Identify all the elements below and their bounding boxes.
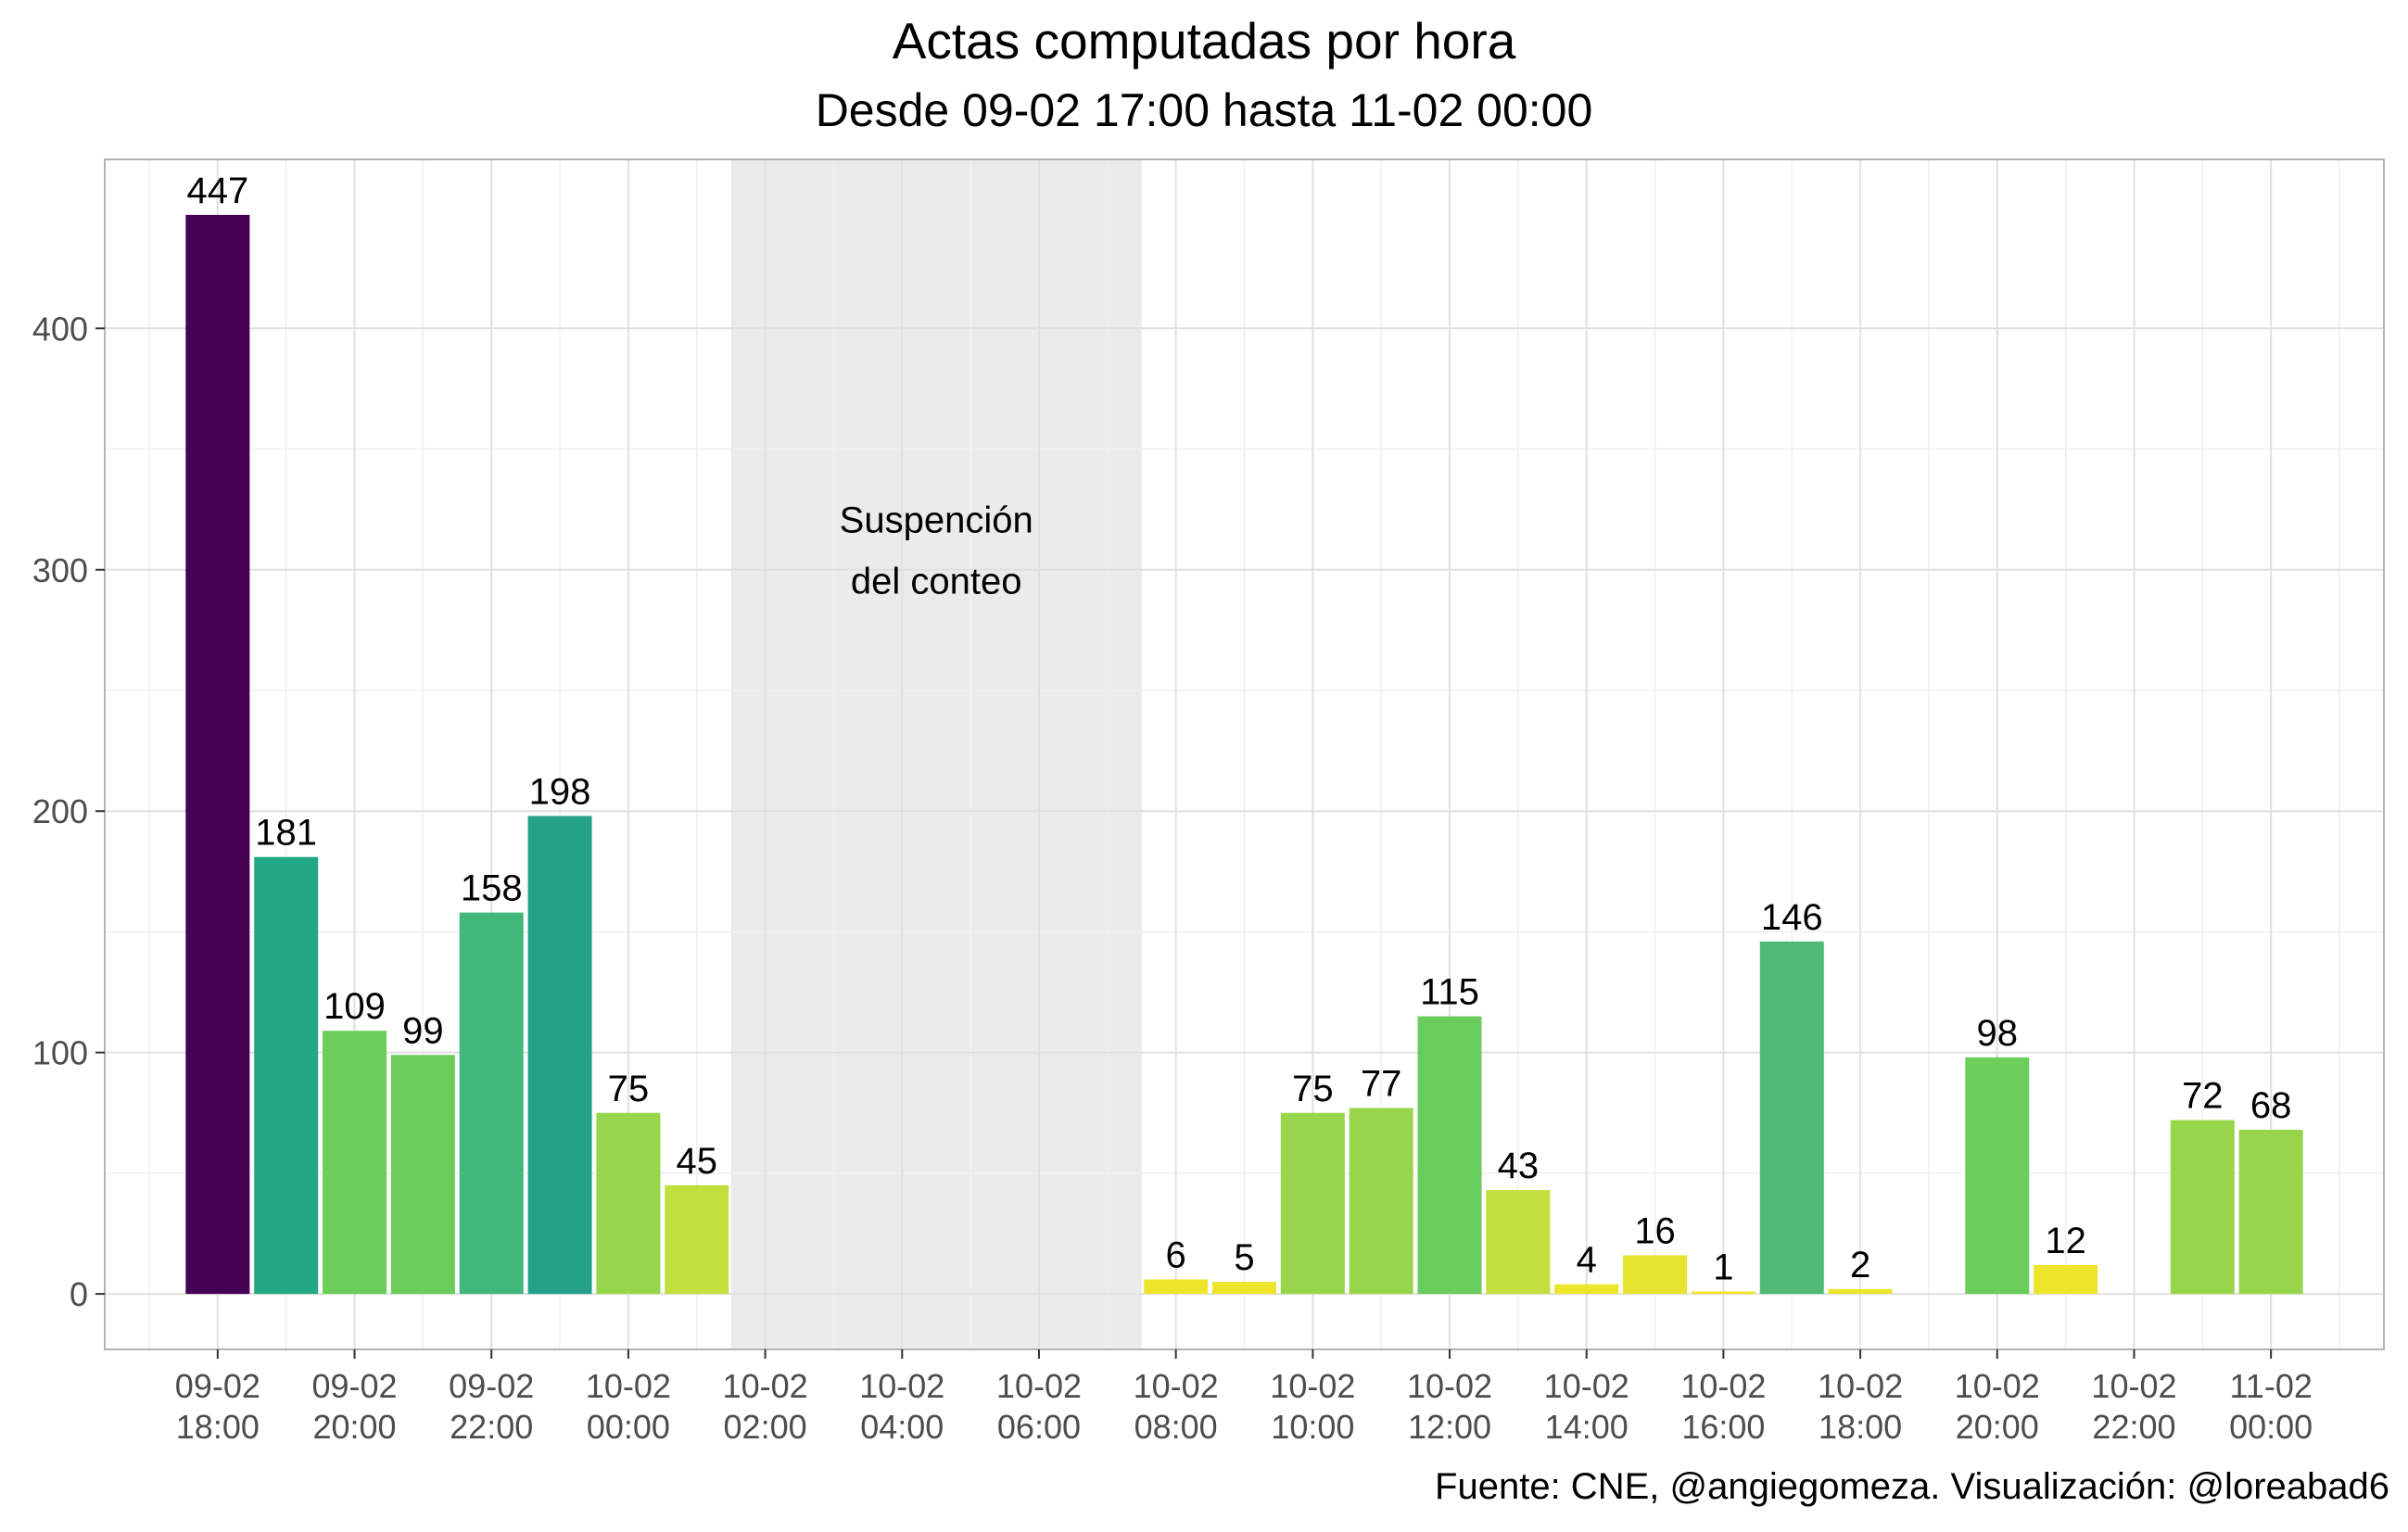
bar-value-label: 99 bbox=[402, 1010, 444, 1051]
bar bbox=[596, 1112, 661, 1295]
bar bbox=[1828, 1288, 1893, 1295]
bar bbox=[1623, 1255, 1688, 1295]
bar bbox=[1554, 1284, 1619, 1295]
bar-value-label: 109 bbox=[323, 986, 386, 1027]
bar bbox=[254, 856, 319, 1295]
chart-caption: Fuente: CNE, @angiegomeza. Visualización… bbox=[1435, 1466, 2389, 1507]
bar-value-label: 68 bbox=[2250, 1085, 2292, 1126]
y-tick-label: 100 bbox=[32, 1034, 88, 1072]
bar bbox=[323, 1031, 387, 1295]
bar-value-label: 115 bbox=[1420, 972, 1479, 1013]
x-tick-label: 10-02 22:00 bbox=[2091, 1367, 2176, 1446]
bar-value-label: 98 bbox=[1977, 1013, 2019, 1054]
x-tick-label: 10-02 06:00 bbox=[996, 1367, 1082, 1446]
bar-value-label: 198 bbox=[529, 771, 591, 812]
bar bbox=[2170, 1120, 2235, 1295]
bar-value-label: 12 bbox=[2045, 1221, 2086, 1261]
x-tick-label: 10-02 14:00 bbox=[1544, 1367, 1629, 1446]
x-tick-label: 10-02 12:00 bbox=[1407, 1367, 1492, 1446]
panel-border bbox=[104, 158, 2385, 1350]
x-tick-label: 09-02 20:00 bbox=[311, 1367, 397, 1446]
bar-value-label: 72 bbox=[2182, 1076, 2224, 1117]
bar bbox=[459, 912, 524, 1295]
bar-value-label: 2 bbox=[1850, 1245, 1870, 1285]
bar-value-label: 45 bbox=[676, 1141, 717, 1182]
chart-title: Actas computadas por hora bbox=[892, 12, 1516, 70]
bar-value-label: 1 bbox=[1713, 1247, 1733, 1287]
bar bbox=[1212, 1282, 1276, 1295]
bar-value-label: 77 bbox=[1361, 1064, 1402, 1105]
bar-value-label: 75 bbox=[1292, 1069, 1334, 1109]
bar bbox=[1280, 1112, 1345, 1295]
bar bbox=[1144, 1279, 1209, 1295]
x-tick-label: 10-02 02:00 bbox=[723, 1367, 808, 1446]
x-tick-label: 10-02 10:00 bbox=[1270, 1367, 1355, 1446]
x-tick-label: 11-02 00:00 bbox=[2229, 1367, 2313, 1446]
chart-subtitle: Desde 09-02 17:00 hasta 11-02 00:00 bbox=[815, 84, 1593, 136]
bar-value-label: 4 bbox=[1577, 1240, 1597, 1281]
bar bbox=[1417, 1016, 1482, 1295]
bar bbox=[1759, 941, 1824, 1295]
x-tick-label: 10-02 00:00 bbox=[586, 1367, 671, 1446]
bar-value-label: 158 bbox=[461, 868, 523, 909]
bar bbox=[185, 214, 250, 1295]
suspension-label-line2: del conteo bbox=[851, 562, 1022, 602]
bar-value-label: 75 bbox=[608, 1069, 650, 1109]
bar bbox=[2034, 1264, 2098, 1295]
bar bbox=[2238, 1129, 2303, 1295]
y-tick-label: 400 bbox=[32, 310, 88, 348]
bar bbox=[665, 1184, 729, 1295]
bar bbox=[1349, 1108, 1413, 1295]
y-tick-label: 0 bbox=[70, 1275, 88, 1313]
x-tick-label: 10-02 20:00 bbox=[1955, 1367, 2040, 1446]
bar-value-label: 6 bbox=[1166, 1234, 1186, 1275]
x-tick-label: 10-02 04:00 bbox=[859, 1367, 944, 1446]
x-tick-label: 10-02 16:00 bbox=[1680, 1367, 1766, 1446]
suspension-label-line1: Suspención bbox=[840, 500, 1033, 541]
bar bbox=[1486, 1190, 1551, 1295]
x-tick-label: 09-02 22:00 bbox=[449, 1367, 534, 1446]
bar-value-label: 447 bbox=[186, 171, 248, 211]
x-tick-label: 10-02 18:00 bbox=[1818, 1367, 1903, 1446]
bar-value-label: 5 bbox=[1234, 1237, 1254, 1278]
suspension-band bbox=[730, 159, 1142, 1349]
bar bbox=[1965, 1057, 2030, 1295]
x-tick-label: 10-02 08:00 bbox=[1134, 1367, 1219, 1446]
y-tick-label: 200 bbox=[32, 792, 88, 830]
bar-value-label: 181 bbox=[255, 813, 317, 854]
bar bbox=[1691, 1291, 1755, 1295]
bar-value-label: 43 bbox=[1498, 1146, 1540, 1186]
bar-value-label: 146 bbox=[1761, 897, 1823, 938]
bar bbox=[390, 1055, 455, 1295]
y-tick-label: 300 bbox=[32, 551, 88, 589]
bar bbox=[527, 816, 592, 1295]
bar-value-label: 16 bbox=[1634, 1210, 1676, 1251]
x-tick-label: 09-02 18:00 bbox=[175, 1367, 260, 1446]
